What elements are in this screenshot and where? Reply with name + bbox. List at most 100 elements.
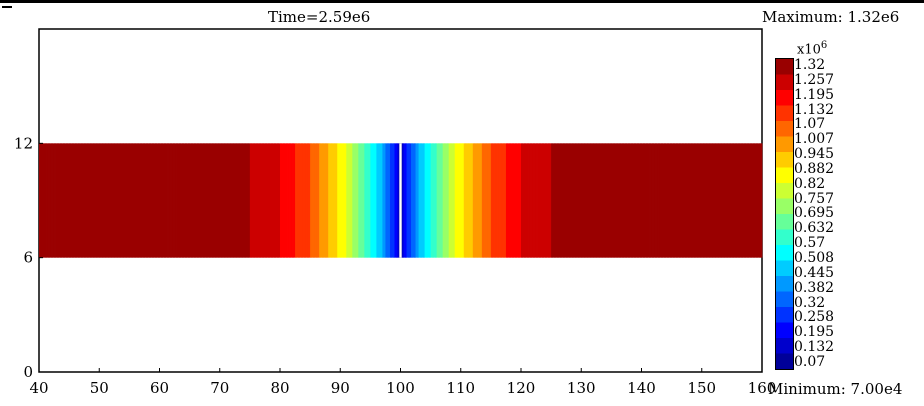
heatmap-cell — [255, 143, 258, 258]
heatmap-cell — [325, 143, 328, 258]
heatmap-cell — [549, 143, 552, 258]
heatmap-cell — [752, 143, 755, 258]
heatmap-cell — [364, 143, 367, 258]
heatmap-cell — [716, 143, 719, 258]
heatmap-cell — [508, 143, 511, 258]
heatmap-cell — [368, 143, 371, 258]
heatmap-cell — [138, 143, 141, 258]
heatmap-cell — [112, 143, 115, 258]
heatmap-cell — [537, 143, 540, 258]
heatmap-cell — [227, 143, 230, 258]
heatmap-cell — [740, 143, 743, 258]
colorbar-tick-label: 0.07 — [794, 353, 826, 370]
heatmap-cell — [572, 143, 575, 258]
heatmap-cell — [513, 143, 516, 258]
heatmap-cell — [448, 143, 451, 258]
heatmap-cell — [346, 143, 349, 258]
heatmap-cell — [383, 143, 386, 258]
x-tick-label: 70 — [210, 379, 229, 397]
y-tick-label: 0 — [23, 363, 33, 381]
heatmap-cell — [395, 143, 398, 258]
heatmap-cell — [340, 143, 343, 258]
heatmap-cell — [281, 143, 284, 258]
heatmap-cell — [234, 143, 237, 258]
heatmap-cell — [150, 143, 153, 258]
heatmap-cell — [543, 143, 546, 258]
heatmap-cell — [289, 143, 291, 258]
heatmap-cell — [560, 143, 563, 258]
colorbar-tick-label: 0.945 — [794, 146, 835, 163]
heatmap-cell — [99, 143, 102, 258]
heatmap-cell — [652, 143, 654, 258]
heatmap-cell — [109, 143, 112, 258]
heatmap-cell — [397, 143, 400, 258]
heatmap-cell — [349, 143, 352, 258]
heatmap-cell — [144, 143, 147, 258]
heatmap-cell — [206, 143, 209, 258]
heatmap-cell — [124, 143, 127, 258]
heatmap-cell — [576, 143, 579, 258]
heatmap-cell — [49, 143, 52, 258]
heatmap-cell — [724, 143, 727, 258]
colorbar-tick-label: 1.257 — [794, 71, 835, 88]
heatmap-cell — [284, 143, 287, 258]
heatmap-cell — [664, 143, 666, 258]
x-tick-label: 90 — [331, 379, 350, 397]
heatmap-cell — [569, 143, 572, 258]
heatmap-cell — [186, 143, 189, 258]
colorbar-tick-label: 0.757 — [794, 190, 835, 207]
heatmap-cell — [501, 143, 504, 258]
heatmap-cell — [554, 143, 557, 258]
heatmap-cell — [624, 143, 627, 258]
heatmap-cell — [145, 143, 148, 258]
heatmap-cell — [426, 143, 429, 258]
heatmap-cell — [136, 143, 139, 258]
heatmap-cell — [200, 143, 203, 258]
heatmap-cell — [486, 143, 489, 258]
heatmap-cell — [310, 143, 313, 258]
heatmap-cell — [278, 143, 281, 258]
heatmap-cell — [665, 143, 668, 258]
heatmap-cell — [337, 143, 340, 258]
heatmap-cell — [394, 143, 397, 258]
heatmap-cell — [40, 143, 43, 258]
heatmap-cell — [212, 143, 215, 258]
colorbar-tick-label: 0.632 — [794, 220, 835, 237]
heatmap-cell — [694, 143, 697, 258]
heatmap-cell — [39, 143, 41, 258]
heatmap-cell — [429, 143, 432, 258]
heatmap-cell — [403, 143, 406, 258]
heatmap-cell — [260, 143, 263, 258]
heatmap-cell — [225, 143, 228, 258]
heatmap-cell — [304, 143, 307, 258]
heatmap-cell — [466, 143, 469, 258]
heatmap-cell — [106, 143, 109, 258]
heatmap-cell — [335, 143, 338, 258]
heatmap-cell — [590, 143, 593, 258]
x-tick-label: 80 — [270, 379, 289, 397]
heatmap-cell — [93, 143, 96, 258]
heatmap-cell — [133, 143, 136, 258]
heatmap-cell — [130, 143, 133, 258]
heatmap-cell — [322, 143, 325, 258]
heatmap-cell — [498, 143, 501, 258]
heatmap-cell — [683, 143, 686, 258]
heatmap-cell — [230, 143, 233, 258]
heatmap-cell — [266, 143, 269, 258]
heatmap-cell — [355, 143, 358, 258]
colorbar-ticks: 1.32 1.257 1.195 1.132 1.07 1.007 0.945 0.882 0.… — [794, 58, 834, 370]
heatmap-cell — [686, 143, 689, 258]
heatmap-cell — [257, 143, 260, 258]
heatmap-cell — [338, 143, 341, 258]
heatmap-cell — [737, 143, 740, 258]
heatmap-cell — [510, 143, 513, 258]
heatmap-cell — [545, 143, 548, 258]
heatmap-cell — [373, 143, 376, 258]
heatmap-cell — [643, 143, 645, 258]
heatmap-cell — [551, 143, 554, 258]
heatmap-cell — [558, 143, 561, 258]
heatmap-cell — [487, 143, 490, 258]
heatmap-cell — [239, 143, 242, 258]
heatmap-cell — [388, 143, 391, 258]
heatmap-cell — [489, 143, 492, 258]
